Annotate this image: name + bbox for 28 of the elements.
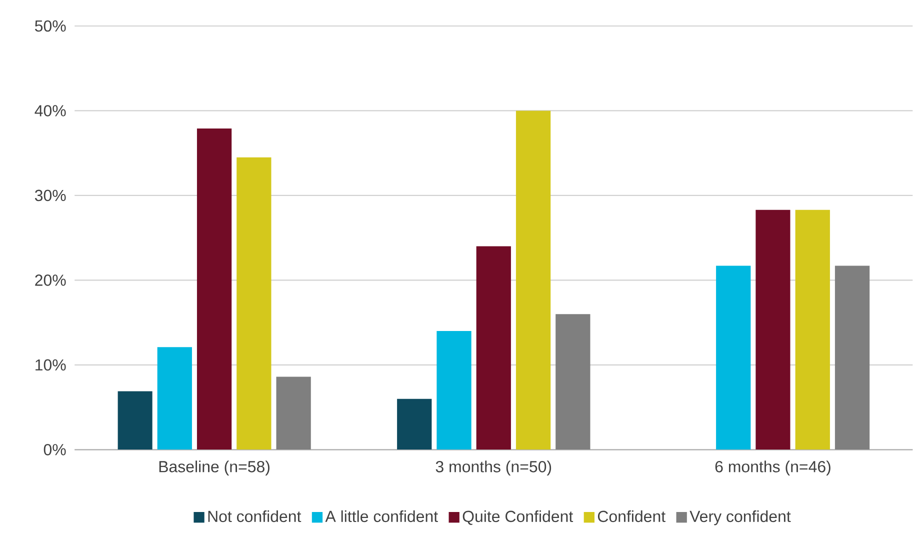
y-tick-label: 20% bbox=[35, 274, 66, 286]
x-tick-label: Baseline (n=58) bbox=[159, 460, 270, 476]
bar bbox=[196, 128, 232, 450]
bar bbox=[118, 391, 152, 450]
y-tick-label: 30% bbox=[34, 190, 66, 202]
bar bbox=[756, 210, 790, 450]
bar bbox=[436, 331, 472, 450]
bar bbox=[476, 246, 511, 450]
bar bbox=[236, 158, 272, 450]
x-tick-label: 3 months (n=50) bbox=[436, 460, 552, 476]
bar bbox=[157, 347, 192, 450]
legend-label: Very confident bbox=[690, 510, 791, 526]
legend-label: A little confident bbox=[325, 510, 438, 522]
bar bbox=[795, 210, 830, 450]
bar bbox=[834, 266, 870, 450]
bar bbox=[716, 266, 751, 450]
legend-label: Quite Confident bbox=[462, 510, 574, 526]
bar bbox=[516, 110, 551, 450]
y-tick-label: 10% bbox=[36, 359, 66, 371]
bar bbox=[397, 399, 432, 450]
y-tick-label: 40% bbox=[34, 105, 66, 117]
y-tick-label: 0% bbox=[44, 444, 66, 456]
legend-label: Confident bbox=[598, 510, 666, 522]
x-tick-label: 6 months (n=46) bbox=[715, 460, 830, 476]
bar bbox=[556, 314, 590, 450]
bar bbox=[276, 376, 311, 450]
y-tick-label: 50% bbox=[35, 20, 66, 32]
legend-label: Not confident bbox=[208, 510, 302, 522]
